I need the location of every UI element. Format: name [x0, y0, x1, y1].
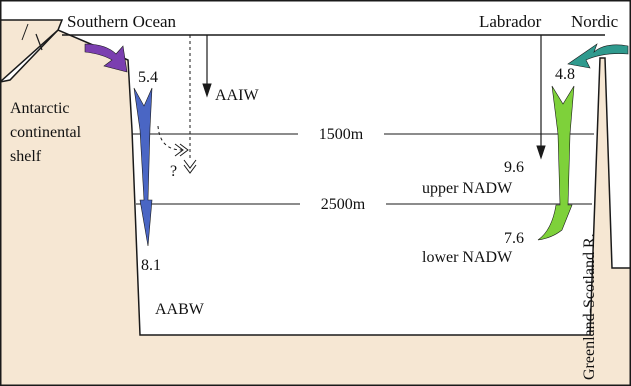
- open-arrow-down: [183, 159, 197, 174]
- aaiw-arrow-head: [202, 83, 212, 98]
- antarctic-ice-wedge: [0, 19, 64, 84]
- label-aabw: AABW: [155, 301, 205, 318]
- nordic-inflow-arrow: [567, 43, 629, 69]
- label-lower-nadw: lower NADW: [422, 249, 513, 266]
- ice-crack-line-2: [21, 23, 29, 41]
- label-aaiw: AAIW: [215, 87, 259, 104]
- label-antarctic-line1: Antarctic: [10, 100, 70, 117]
- labrador-arrow-head: [536, 145, 546, 160]
- label-depth-1500: 1500m: [319, 126, 364, 143]
- label-upper-nadw: upper NADW: [422, 180, 513, 197]
- southern-sinking-arrow: [133, 87, 153, 247]
- value-lower-nadw: 7.6: [504, 230, 524, 247]
- value-southern-inflow: 5.4: [138, 69, 158, 86]
- open-arrow-right: [174, 143, 189, 157]
- label-nordic: Nordic: [571, 12, 619, 31]
- label-question-mark: ?: [170, 163, 177, 180]
- label-antarctic-line3: shelf: [10, 148, 42, 165]
- value-nordic-inflow: 4.8: [555, 66, 575, 83]
- label-depth-2500: 2500m: [321, 196, 366, 213]
- value-upper-nadw: 9.6: [504, 159, 524, 176]
- label-ridge: Greenland-Scotland R.: [581, 233, 598, 380]
- dashed-curve: [157, 125, 183, 151]
- nadw-sinking-arrow: [537, 85, 575, 241]
- ice-crack-line: [35, 33, 43, 51]
- value-southern-bottom: 8.1: [141, 257, 161, 274]
- label-labrador: Labrador: [479, 12, 542, 31]
- label-antarctic-line2: continental: [10, 124, 82, 141]
- southern-inflow-arrow: [84, 43, 128, 73]
- label-southern-ocean: Southern Ocean: [67, 12, 177, 31]
